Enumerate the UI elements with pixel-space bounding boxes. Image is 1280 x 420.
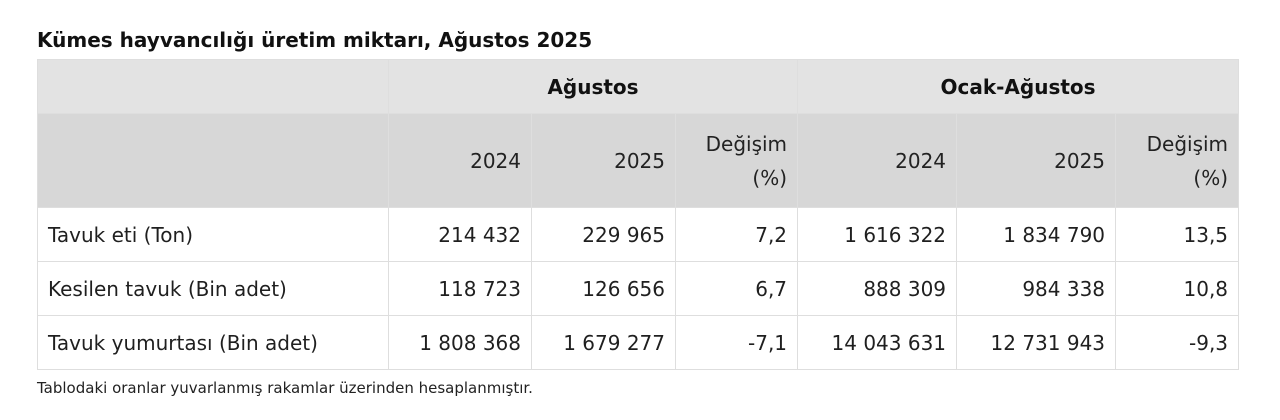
table-cell: 984 338 [956,261,1117,316]
group-header-row: Ağustos Ocak-Ağustos [37,59,1240,114]
table-cell: 7,2 [674,207,799,262]
header-year: 2025 [531,113,676,208]
table-cell: 1 834 790 [956,207,1117,262]
header-year: 2024 [797,113,958,208]
header-change: Değişim (%) [1115,113,1240,208]
table-title: Kümes hayvancılığı üretim miktarı, Ağust… [37,28,593,52]
table-row: Kesilen tavuk (Bin adet) 118 723 126 656… [37,261,1240,316]
table-cell: 10,8 [1115,261,1240,316]
table-cell: 126 656 [531,261,676,316]
footnote: Tablodaki oranlar yuvarlanmış rakamlar ü… [37,379,533,397]
table-cell: 6,7 [674,261,799,316]
table-cell: 214 432 [388,207,532,262]
table-cell: 229 965 [531,207,676,262]
table-cell: 118 723 [388,261,532,316]
table-cell: -7,1 [674,315,799,370]
header-group-jan-aug: Ocak-Ağustos [797,59,1240,114]
row-label: Kesilen tavuk (Bin adet) [37,261,389,316]
table-cell: 1 679 277 [531,315,676,370]
table-cell: 13,5 [1115,207,1240,262]
table-cell: 12 731 943 [956,315,1117,370]
table-row: Tavuk yumurtası (Bin adet) 1 808 368 1 6… [37,315,1240,370]
row-label: Tavuk yumurtası (Bin adet) [37,315,389,370]
header-blank [37,59,389,114]
header-blank-2 [37,113,389,208]
table-cell: 14 043 631 [797,315,958,370]
row-label: Tavuk eti (Ton) [37,207,389,262]
table-cell: 1 616 322 [797,207,958,262]
table-cell: 888 309 [797,261,958,316]
table-cell: -9,3 [1115,315,1240,370]
header-group-august: Ağustos [387,59,799,114]
production-table: Ağustos Ocak-Ağustos 2024 2025 Değişim (… [37,59,1240,370]
header-change: Değişim (%) [674,113,799,208]
header-year: 2025 [956,113,1117,208]
header-year: 2024 [388,113,532,208]
table-row: Tavuk eti (Ton) 214 432 229 965 7,2 1 61… [37,207,1240,262]
table-cell: 1 808 368 [388,315,532,370]
year-header-row: 2024 2025 Değişim (%) 2024 2025 Değişim … [37,113,1240,208]
